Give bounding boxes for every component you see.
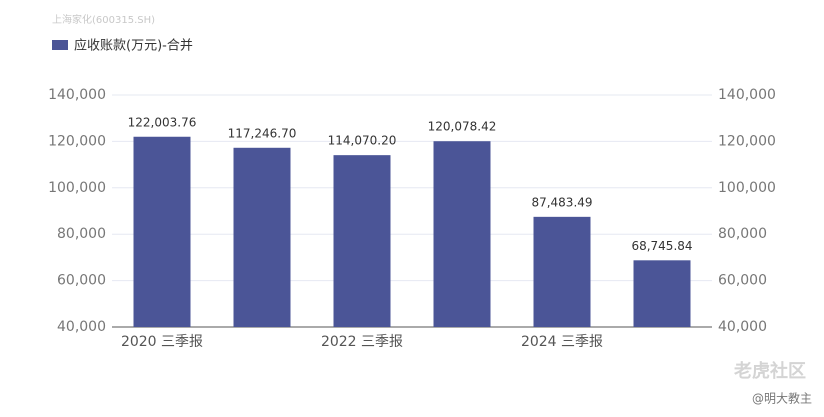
legend-label: 应收账款(万元)-合并 xyxy=(74,38,193,54)
bar xyxy=(633,260,691,327)
y2-tick-label: 40,000 xyxy=(718,319,767,335)
y2-tick-label: 80,000 xyxy=(718,226,767,242)
y2-tick-label: 120,000 xyxy=(718,133,776,149)
data-label: 87,483.49 xyxy=(531,195,592,209)
bar xyxy=(133,136,191,327)
bar xyxy=(233,147,291,327)
y-tick-label: 40,000 xyxy=(57,319,106,335)
x-tick-label: 2022 三季报 xyxy=(321,334,403,350)
bar xyxy=(533,216,591,327)
x-tick-label: 2020 三季报 xyxy=(121,334,203,350)
y2-tick-label: 60,000 xyxy=(718,273,767,289)
bar xyxy=(433,141,491,327)
data-label: 122,003.76 xyxy=(128,115,197,129)
y-tick-label: 100,000 xyxy=(48,180,106,196)
y-tick-label: 120,000 xyxy=(48,133,106,149)
y-tick-label: 80,000 xyxy=(57,226,106,242)
x-tick-label: 2024 三季报 xyxy=(521,334,603,350)
watermark: @明大教主 xyxy=(752,391,812,406)
y-tick-label: 140,000 xyxy=(48,87,106,103)
watermark: 老虎社区 xyxy=(734,360,806,382)
y2-tick-label: 100,000 xyxy=(718,180,776,196)
y-tick-label: 60,000 xyxy=(57,273,106,289)
data-label: 120,078.42 xyxy=(428,120,497,134)
bar xyxy=(333,155,391,327)
data-label: 68,745.84 xyxy=(631,239,692,253)
chart-subtitle: 上海家化(600315.SH) xyxy=(52,13,155,26)
data-label: 114,070.20 xyxy=(328,134,397,148)
legend-swatch xyxy=(52,40,68,50)
y2-tick-label: 140,000 xyxy=(718,87,776,103)
data-label: 117,246.70 xyxy=(228,126,297,140)
